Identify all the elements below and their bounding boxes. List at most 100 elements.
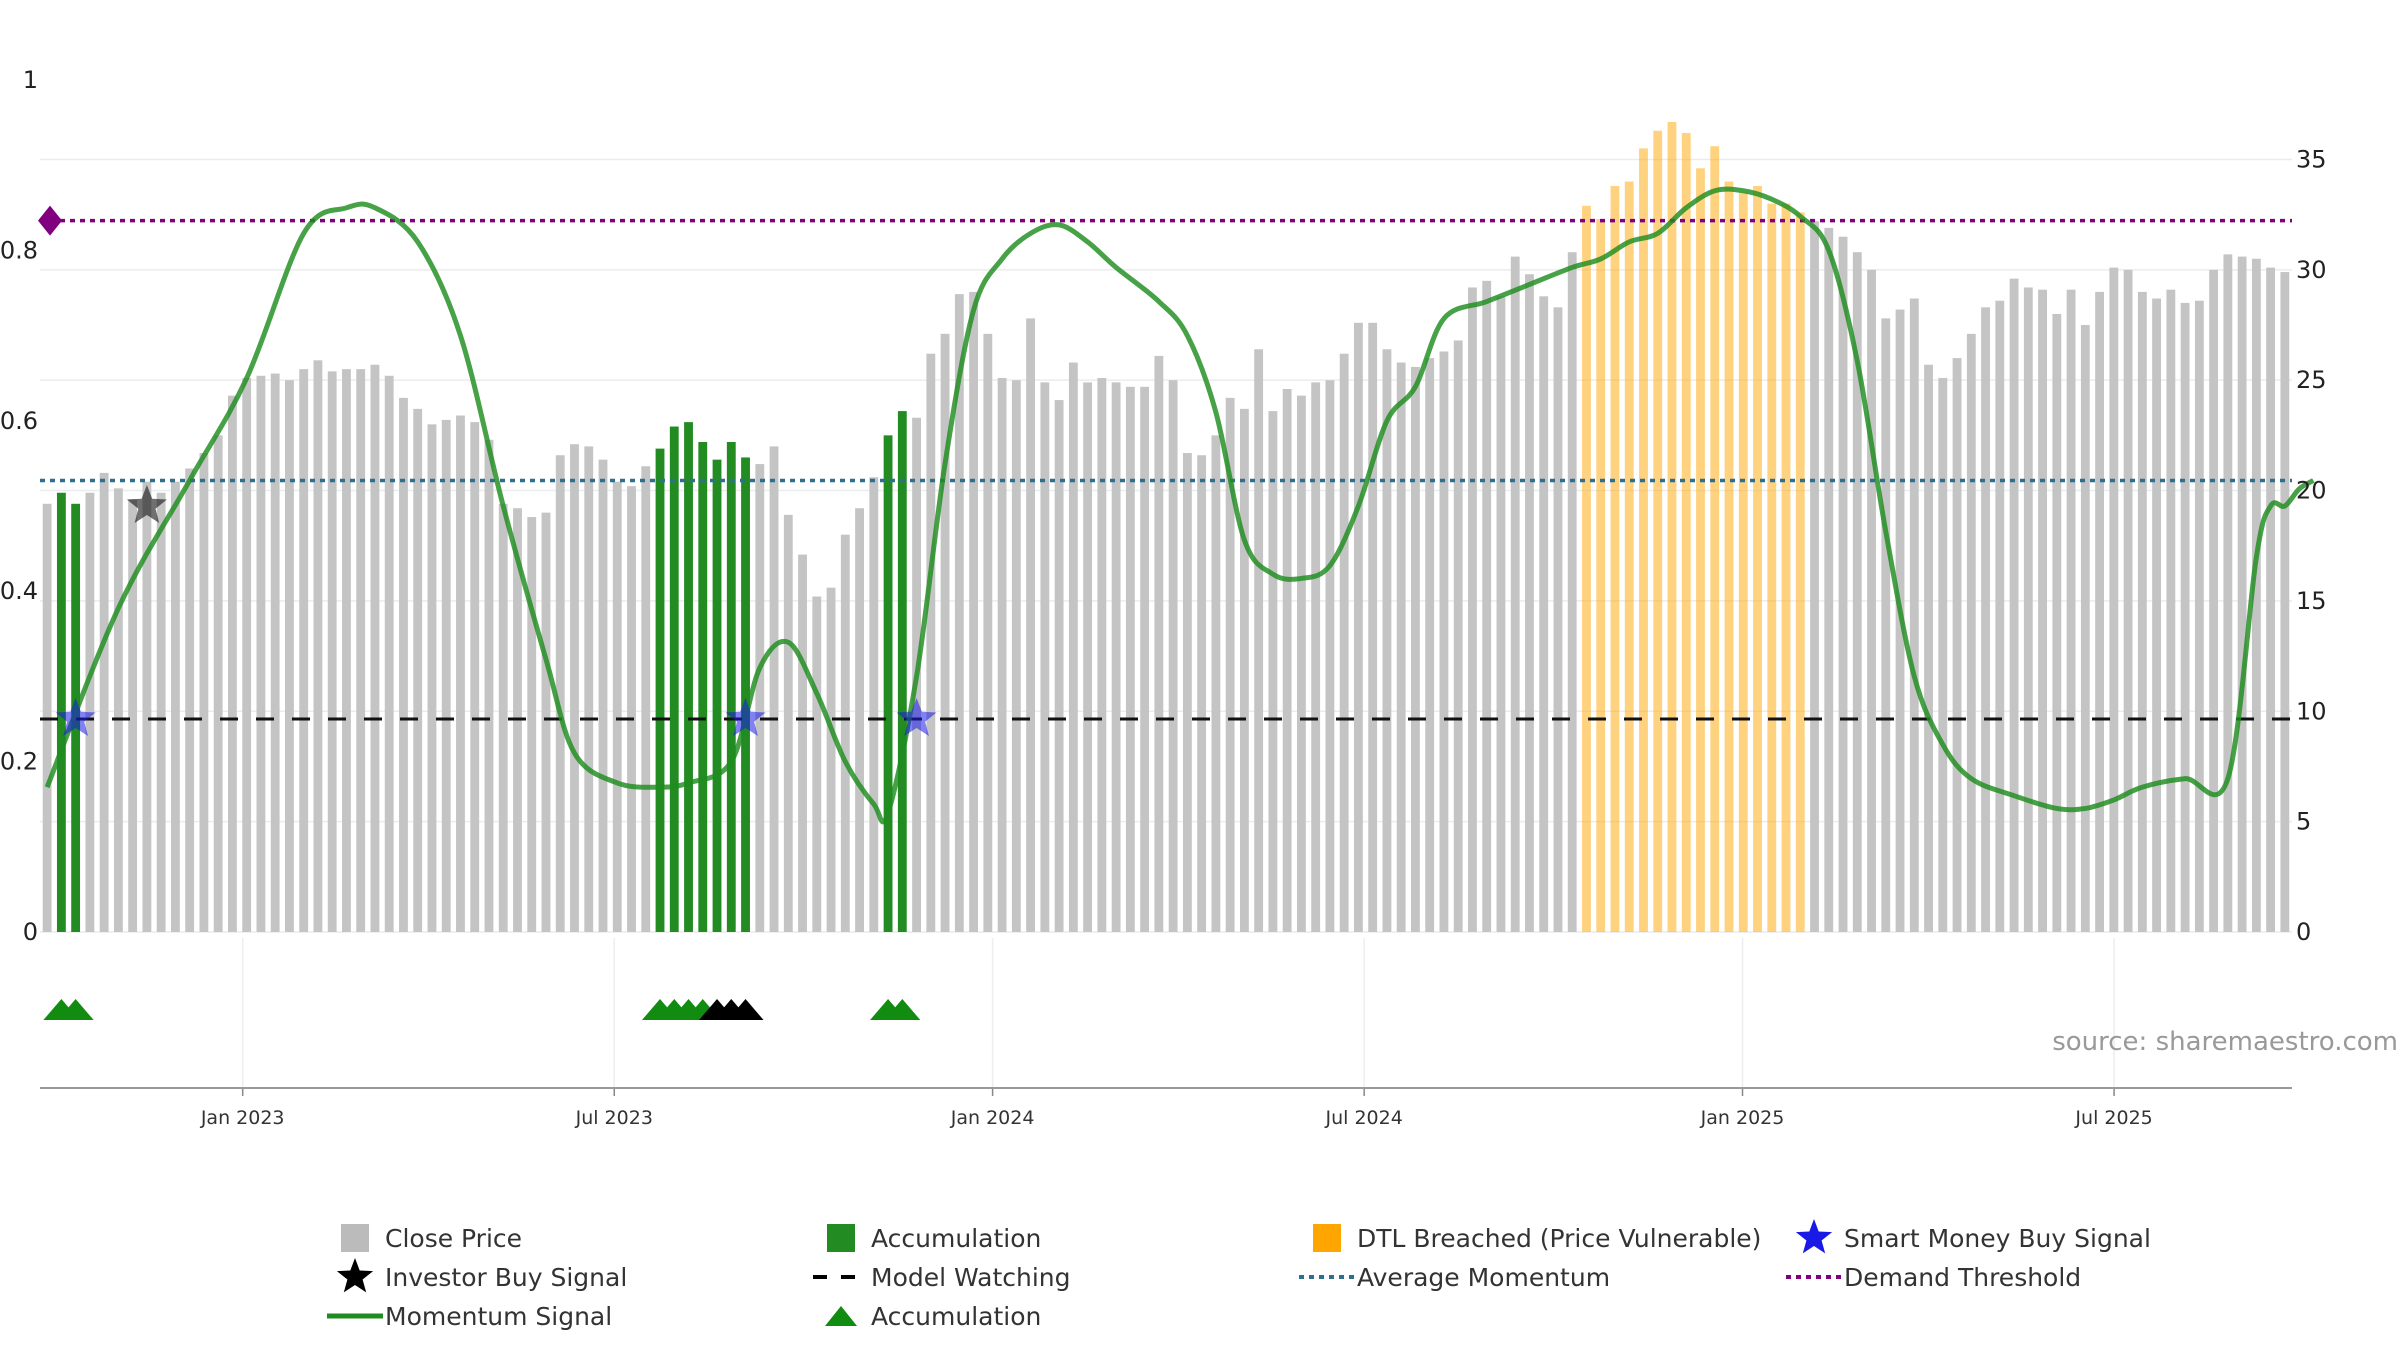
close-price-bar xyxy=(384,375,394,932)
accumulation-bar xyxy=(684,422,693,932)
close-price-bar xyxy=(1924,364,1933,933)
smart-money-buy-star xyxy=(55,698,96,736)
close-price-bar xyxy=(2080,325,2090,932)
close-price-bar xyxy=(1382,349,1392,932)
accumulation-bar xyxy=(698,441,708,932)
close-price-bar xyxy=(584,446,594,932)
close-price-bar xyxy=(2223,254,2233,933)
close-price-bar xyxy=(256,375,266,932)
y-right-tick-label: 0 xyxy=(2296,918,2311,946)
close-price-bar xyxy=(1154,355,1164,932)
close-price-bar xyxy=(242,377,252,933)
close-price-bar xyxy=(1211,435,1221,932)
close-price-bar xyxy=(2152,298,2162,932)
momentum-signal-line xyxy=(44,186,2315,825)
accumulation-triangle xyxy=(884,999,921,1020)
accumulation-bar xyxy=(712,459,722,932)
y-left-tick-label: 1 xyxy=(23,66,38,94)
y-left-tick-label: 0 xyxy=(23,918,38,946)
close-price-bar xyxy=(926,353,936,933)
close-price-bar xyxy=(997,377,1007,933)
close-price-bar xyxy=(969,291,979,932)
close-price-bar xyxy=(1881,318,1891,932)
close-price-bar xyxy=(1425,358,1435,932)
close-price-bar xyxy=(2123,269,2133,932)
close-price-bar xyxy=(185,468,195,932)
close-price-bar xyxy=(456,415,465,933)
close-price-bar xyxy=(1140,386,1150,932)
close-price-bar xyxy=(470,422,480,932)
close-price-bar xyxy=(342,369,351,932)
close-price-bar xyxy=(128,499,138,932)
x-tick-label: Jul 2025 xyxy=(2074,1107,2152,1129)
close-price-bar xyxy=(1225,397,1235,932)
close-price-bar xyxy=(370,364,380,933)
close-price-bar xyxy=(356,369,366,932)
close-price-bar xyxy=(1510,256,1520,932)
close-price-bar xyxy=(2052,313,2062,933)
close-price-bar xyxy=(1468,287,1477,932)
accumulation-triangle xyxy=(57,999,94,1020)
close-price-bar xyxy=(313,360,323,932)
close-price-bar xyxy=(1439,351,1449,933)
accumulation-bar xyxy=(883,435,893,932)
close-price-bar xyxy=(769,446,779,932)
smart-money-buy-star xyxy=(725,698,766,736)
close-price-bar xyxy=(285,380,294,932)
accumulation-bar xyxy=(726,441,736,932)
close-price-bar xyxy=(598,459,608,932)
close-price-bar xyxy=(1952,358,1962,932)
close-price-bar xyxy=(1938,377,1948,933)
y-right-tick-label: 20 xyxy=(2296,477,2327,505)
close-price-bar xyxy=(2194,300,2204,932)
close-price-bar xyxy=(270,373,280,932)
close-price-bar xyxy=(2009,278,2019,933)
close-price-bar xyxy=(1810,221,1819,932)
close-price-bar xyxy=(1567,252,1577,933)
close-price-bar xyxy=(113,488,123,932)
close-price-bar xyxy=(555,455,565,932)
close-price-bar xyxy=(840,534,850,932)
close-price-bar xyxy=(2237,256,2247,932)
y-right-tick-label: 15 xyxy=(2296,587,2327,615)
demand-threshold-marker xyxy=(38,205,62,236)
x-tick-label: Jan 2023 xyxy=(200,1107,285,1129)
accumulation-bar xyxy=(897,411,907,932)
y-left-tick-label: 0.6 xyxy=(0,407,38,435)
close-price-bar xyxy=(1824,227,1834,933)
close-price-bar xyxy=(541,512,551,932)
close-price-bar xyxy=(869,477,879,932)
investor-buy-triangle xyxy=(727,999,764,1020)
close-price-bar xyxy=(783,514,793,932)
close-price-bar xyxy=(1396,362,1406,932)
source-label: source: sharemaestro.com xyxy=(2052,1027,2398,1057)
close-price-bar xyxy=(170,481,180,932)
close-price-bar xyxy=(413,408,423,932)
close-price-bar xyxy=(1254,349,1264,932)
close-price-bar xyxy=(498,503,508,932)
x-tick-label: Jan 2024 xyxy=(950,1107,1035,1129)
close-price-bar xyxy=(627,486,636,932)
y-right-tick-label: 10 xyxy=(2296,697,2327,725)
close-price-bar xyxy=(227,395,237,932)
close-price-bar xyxy=(1011,380,1021,932)
close-price-bar xyxy=(156,492,166,932)
close-price-bar xyxy=(2137,291,2147,932)
close-price-bar xyxy=(1168,380,1178,932)
y-right-tick-label: 25 xyxy=(2296,366,2327,394)
close-price-bar xyxy=(1995,300,2005,932)
dtl-breached-bar xyxy=(1624,181,1634,932)
x-tick-label: Jul 2023 xyxy=(575,1107,653,1129)
close-price-bar xyxy=(1239,408,1249,932)
close-price-bar xyxy=(527,517,537,932)
dtl-breached-bar xyxy=(1767,203,1777,933)
close-price-bar xyxy=(1197,455,1207,932)
dtl-breached-bar xyxy=(1653,130,1663,932)
close-price-bar xyxy=(142,481,152,932)
close-price-bar xyxy=(2180,302,2190,933)
close-price-bar xyxy=(1282,389,1292,933)
close-price-bar xyxy=(1909,298,1919,932)
close-price-bar xyxy=(1111,382,1121,932)
y-left-tick-label: 0.2 xyxy=(0,748,38,776)
momentum-signal xyxy=(44,186,2315,825)
